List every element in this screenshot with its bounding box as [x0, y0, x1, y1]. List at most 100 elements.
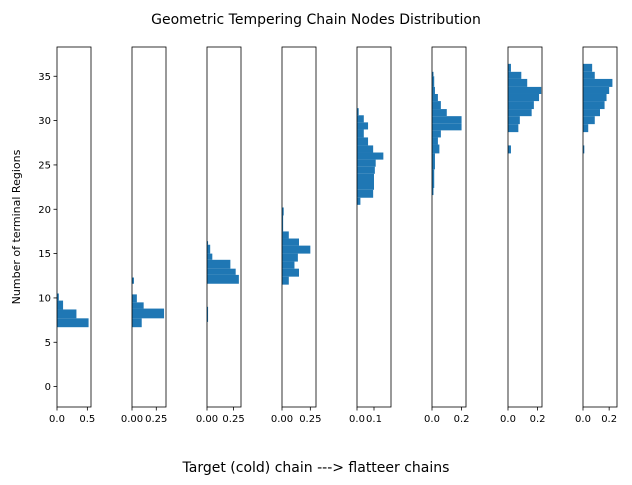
histogram-bar — [583, 93, 607, 102]
histogram-bar — [132, 308, 165, 319]
histogram-bar — [508, 63, 511, 72]
y-tick-label: 10 — [38, 293, 51, 304]
histogram-bar — [357, 166, 375, 174]
panel-frame — [356, 46, 392, 408]
x-tick-label: 0.00 — [196, 414, 218, 425]
y-tick-label: 20 — [38, 205, 51, 216]
histogram-bar — [432, 169, 435, 188]
x-tick-label: 0.2 — [601, 414, 617, 425]
histogram-bar — [282, 231, 289, 239]
histogram-bar — [583, 71, 595, 79]
histogram-bar — [583, 116, 595, 125]
histogram-bar — [282, 268, 299, 277]
histogram-bar — [583, 145, 585, 154]
histogram-bar — [432, 109, 447, 117]
x-tick-label: 0.2 — [454, 414, 470, 425]
histogram-bar — [357, 108, 359, 116]
histogram-bar — [282, 245, 311, 254]
histogram-bar — [282, 207, 284, 216]
histogram-bar — [207, 306, 209, 322]
x-tick-label: 0.00 — [271, 414, 293, 425]
x-tick-label: 0.0 — [49, 414, 65, 425]
histogram-bar — [357, 197, 361, 205]
histogram-bar — [357, 122, 369, 130]
histogram-bar — [583, 78, 613, 87]
x-tick-label: 0.0 — [500, 414, 516, 425]
histogram-bar — [207, 241, 209, 245]
y-tick-label: 35 — [38, 72, 51, 83]
histogram-bar — [508, 86, 542, 94]
histogram-bar — [357, 189, 374, 198]
histogram-bar — [357, 159, 376, 167]
x-tick-label: 0.5 — [79, 414, 95, 425]
panel-frame — [507, 46, 543, 408]
histogram-bar — [357, 137, 369, 146]
x-tick-label: 0.0 — [424, 414, 440, 425]
y-tick-label: 0 — [45, 382, 51, 393]
histogram-bar — [57, 300, 64, 310]
panel-2: 0.00 0.25 — [121, 46, 167, 425]
histogram-bar — [432, 101, 441, 110]
y-tick-label: 15 — [38, 249, 51, 260]
y-axis-label: Number of terminal Regions — [10, 149, 23, 304]
histogram-bar — [583, 124, 589, 133]
panel-6: 0.0 0.2 — [424, 46, 470, 425]
histogram-bar — [508, 124, 519, 133]
histogram-bar — [282, 276, 289, 285]
histogram-bar — [132, 302, 144, 309]
histogram-bar — [508, 116, 520, 125]
histogram-bar — [432, 153, 435, 170]
y-tick-label: 25 — [38, 160, 51, 171]
histogram-bar — [432, 86, 435, 94]
x-tick-label: 0.1 — [366, 414, 382, 425]
x-tick-label: 0.0 — [349, 414, 365, 425]
histogram-bar — [357, 129, 364, 138]
panel-7: 0.0 0.2 — [500, 46, 546, 425]
panel-5: 0.0 0.1 — [349, 46, 392, 425]
x-tick-label: 0.0 — [575, 414, 591, 425]
histogram-bar — [508, 101, 534, 110]
panel-frame — [281, 46, 317, 408]
histogram-bar — [508, 78, 528, 87]
y-axis: 0 5 10 15 20 25 30 35 — [38, 72, 57, 393]
x-tick-label: 0.25 — [145, 414, 167, 425]
panel-4: 0.00 0.25 — [271, 46, 321, 425]
histogram-bar — [583, 101, 605, 110]
panel-frame — [206, 46, 242, 408]
panel-frame — [56, 46, 92, 408]
histogram-bar — [57, 309, 77, 319]
histogram-bar — [357, 173, 374, 190]
histogram-bar — [132, 294, 137, 303]
panels: 0.0 0.5 0.00 0.25 0.00 0.25 0.00 0.25 0.0 0.1 0.0 0… — [49, 46, 618, 425]
panel-3: 0.00 0.25 — [196, 46, 245, 425]
histogram-bar — [207, 259, 231, 269]
chart-title: Geometric Tempering Chain Nodes Distribu… — [151, 12, 481, 28]
histogram-bar — [357, 115, 364, 123]
histogram-bar — [132, 318, 142, 328]
histogram-bar — [432, 130, 441, 138]
y-tick-label: 5 — [45, 338, 51, 349]
histogram-bar — [432, 71, 434, 77]
histogram-bar — [583, 63, 593, 72]
histogram-bar — [57, 318, 89, 328]
histogram-bar — [583, 86, 610, 94]
histogram-bar — [508, 71, 522, 79]
panel-frame — [582, 46, 618, 408]
histogram-bar — [432, 76, 435, 87]
histogram-bar — [207, 274, 239, 284]
histogram-bar — [432, 187, 434, 196]
x-tick-label: 0.00 — [121, 414, 143, 425]
panel-1: 0.0 0.5 — [49, 46, 95, 425]
histogram-bar — [207, 268, 236, 275]
histogram-bar — [432, 123, 462, 131]
histogram-bar — [57, 293, 59, 301]
histogram-bar — [432, 116, 462, 124]
histogram-bar — [282, 215, 284, 232]
x-axis-label: Target (cold) chain ---> flatteer chains — [182, 460, 450, 476]
histogram-bar — [207, 244, 211, 254]
histogram-bar — [583, 109, 600, 117]
panel-8: 0.0 0.2 — [575, 46, 618, 425]
histogram-bar — [282, 261, 295, 269]
histogram-bar — [357, 152, 384, 160]
